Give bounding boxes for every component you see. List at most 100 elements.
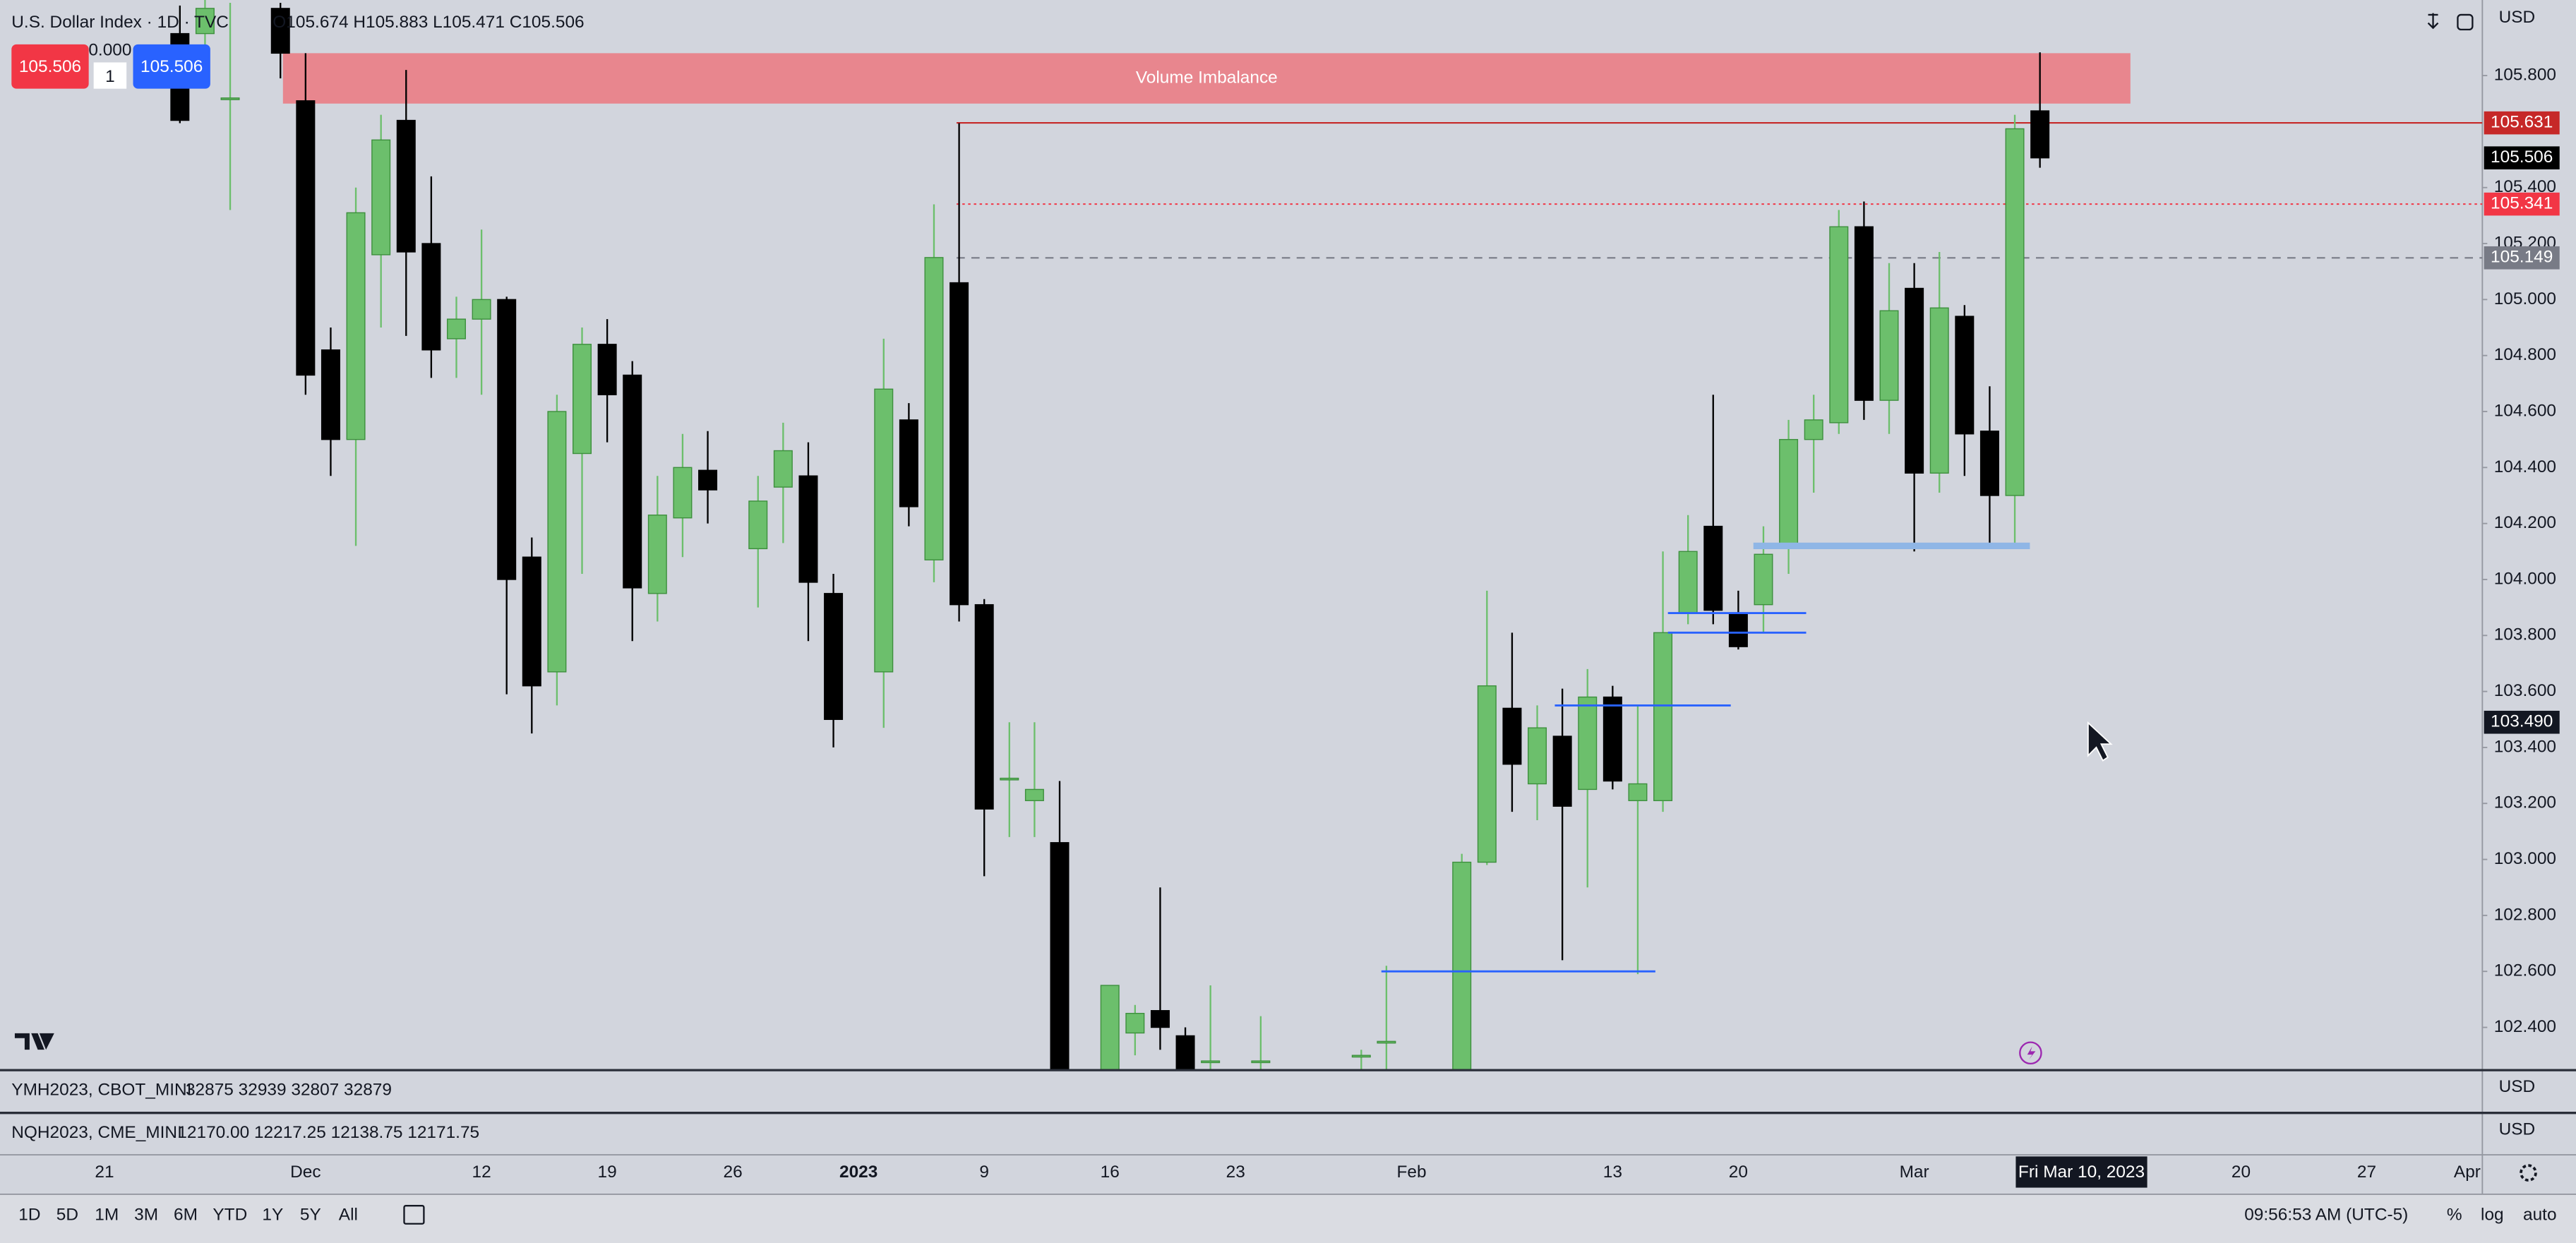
- y-tick-label: 103.200: [2494, 793, 2556, 812]
- price-label: 105.341: [2491, 194, 2553, 213]
- y-tick-label: 102.400: [2494, 1017, 2556, 1036]
- alert-icon[interactable]: [2019, 1041, 2042, 1065]
- x-tick-label: 20: [1729, 1163, 1748, 1182]
- range-button[interactable]: 6M: [174, 1206, 198, 1225]
- price-label-box: [2484, 192, 2560, 216]
- date-range-icon[interactable]: [403, 1205, 425, 1225]
- candle-body: [1905, 287, 1924, 474]
- candle-body: [1979, 431, 1999, 496]
- qty[interactable]: 1: [105, 67, 115, 86]
- sell-price[interactable]: 105.506: [19, 57, 81, 76]
- crosshair-date: Fri Mar 10, 2023: [2018, 1163, 2145, 1182]
- candle-body: [573, 344, 592, 455]
- candle-body: [1552, 735, 1572, 807]
- candle-body: [371, 139, 391, 256]
- candle-body: [1125, 1012, 1145, 1034]
- volume-imbalance-zone: [282, 53, 2131, 104]
- candle-body: [698, 469, 718, 491]
- candle-body: [1879, 310, 1899, 401]
- sell-button[interactable]: [11, 44, 89, 89]
- y-tick-label: 104.600: [2494, 401, 2556, 420]
- auto-toggle[interactable]: auto: [2523, 1206, 2557, 1225]
- candle-body: [296, 100, 316, 376]
- buy-price[interactable]: 105.506: [140, 57, 203, 76]
- range-button[interactable]: 1M: [95, 1206, 119, 1225]
- candle-body: [1150, 1010, 1170, 1028]
- candle-body: [1602, 696, 1622, 782]
- price-label: 105.149: [2491, 248, 2553, 267]
- candle-body: [320, 349, 340, 440]
- candle-body: [874, 388, 894, 673]
- range-button[interactable]: 3M: [134, 1206, 158, 1225]
- x-tick-label: 21: [95, 1163, 114, 1182]
- candle-body: [522, 556, 541, 687]
- candle-body: [1100, 985, 1120, 1070]
- percent-toggle[interactable]: %: [2447, 1206, 2462, 1225]
- x-tick-label: 16: [1101, 1163, 1120, 1182]
- layout-icon[interactable]: [2457, 13, 2474, 31]
- pane-currency[interactable]: USD: [2499, 1077, 2536, 1096]
- range-button[interactable]: All: [339, 1206, 358, 1225]
- candle-body: [1528, 727, 1547, 785]
- candle-body: [1502, 707, 1522, 765]
- candle-body: [472, 299, 491, 320]
- x-tick-label: 26: [724, 1163, 743, 1182]
- y-tick-label: 104.800: [2494, 345, 2556, 364]
- buy-button[interactable]: [133, 44, 210, 89]
- pane-currency[interactable]: USD: [2499, 1120, 2536, 1139]
- x-tick-label: 27: [2357, 1163, 2376, 1182]
- range-button[interactable]: 5Y: [300, 1206, 321, 1225]
- candle-body: [798, 475, 818, 583]
- y-tick-label: 103.800: [2494, 625, 2556, 644]
- y-tick-label: 103.400: [2494, 737, 2556, 756]
- x-tick-label: 12: [472, 1163, 491, 1182]
- y-tick-label: 102.600: [2494, 961, 2556, 980]
- candle-body: [1754, 553, 1773, 606]
- candle-body: [1804, 419, 1823, 440]
- annotation-label: Volume Imbalance: [1136, 68, 1278, 88]
- pane-values: 32875 32939 32807 32879: [186, 1081, 392, 1100]
- candle-body: [1452, 861, 1472, 1070]
- candle-body: [673, 467, 693, 519]
- y-tick-label: 104.000: [2494, 569, 2556, 588]
- candle-body: [270, 8, 290, 54]
- settings-icon[interactable]: [2520, 1164, 2537, 1182]
- spread: 0.000: [88, 41, 131, 60]
- candle-body: [1000, 777, 1019, 781]
- candle-body: [1728, 612, 1748, 647]
- plot-area: [170, 0, 2483, 1070]
- candle-body: [597, 344, 617, 395]
- range-button[interactable]: 1Y: [262, 1206, 283, 1225]
- x-tick-label: Feb: [1396, 1163, 1426, 1182]
- candle-body: [974, 604, 994, 810]
- candle-body: [647, 515, 667, 594]
- range-button[interactable]: 5D: [56, 1206, 78, 1225]
- candle-body: [1175, 1035, 1195, 1070]
- range-button[interactable]: 1D: [18, 1206, 40, 1225]
- price-label-box: [2484, 111, 2560, 135]
- y-tick-label: 105.800: [2494, 66, 2556, 85]
- x-tick-label: 9: [979, 1163, 989, 1182]
- scroll-icon[interactable]: [2427, 13, 2439, 30]
- candle-body: [924, 257, 944, 560]
- mouse-cursor: [2087, 721, 2113, 762]
- x-tick-label: 23: [1226, 1163, 1245, 1182]
- candle-body: [1024, 788, 1044, 801]
- y-tick-label: 104.400: [2494, 457, 2556, 476]
- qty-box[interactable]: [93, 62, 127, 89]
- candle-body: [2005, 128, 2025, 496]
- currency[interactable]: USD: [2499, 8, 2536, 27]
- candle-body: [1351, 1055, 1371, 1058]
- log-toggle[interactable]: log: [2481, 1206, 2504, 1225]
- x-tick-label: Apr: [2454, 1163, 2481, 1182]
- price-label-box: [2484, 146, 2560, 169]
- candle-body: [1050, 842, 1070, 1070]
- alert-bolt: [2027, 1046, 2036, 1060]
- range-button[interactable]: YTD: [212, 1206, 247, 1225]
- candle-body: [446, 318, 466, 340]
- x-tick-label: Dec: [290, 1163, 320, 1182]
- candle-body: [1678, 551, 1698, 614]
- candle-body: [1929, 307, 1949, 474]
